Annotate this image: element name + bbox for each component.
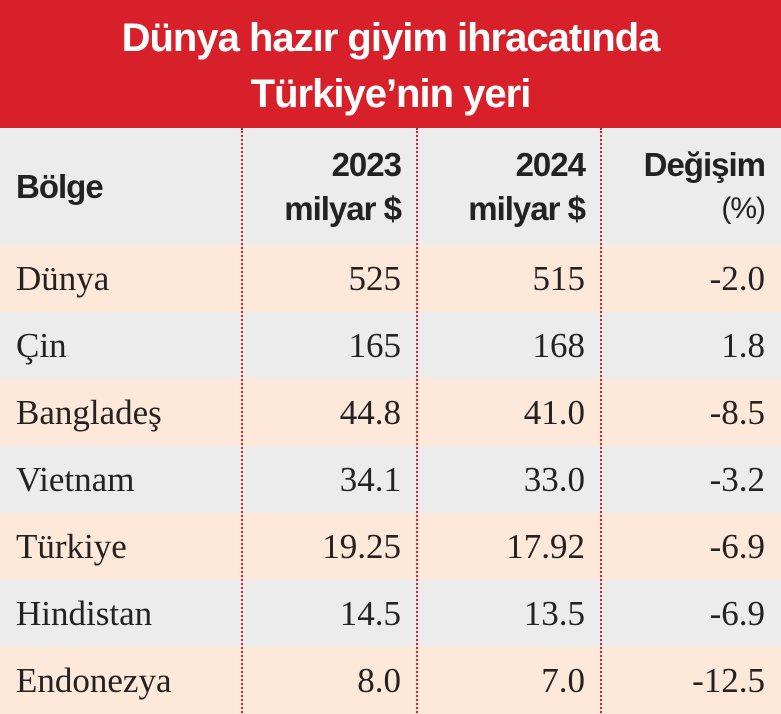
- table-cell: Çin: [16, 325, 67, 365]
- column-header: 2023 milyar $: [242, 128, 417, 245]
- table-cell: -3.2: [709, 459, 765, 499]
- table-cell: 13.5: [523, 593, 585, 633]
- table-cell: Dünya: [16, 258, 110, 298]
- table-row: Endonezya 8.0 7.0 -12.5: [0, 647, 781, 714]
- table-cell: 41.0: [523, 392, 585, 432]
- table-cell: -6.9: [709, 593, 765, 633]
- title-line: Dünya hazır giyim ihracatında: [121, 16, 661, 60]
- table-cell: Bangladeş: [16, 392, 162, 432]
- header-line: milyar $: [284, 189, 402, 227]
- column-header: Değişim (%): [601, 128, 781, 245]
- table-cell: 1.8: [721, 325, 765, 365]
- title-line: Türkiye’nin yeri: [250, 72, 532, 116]
- table-cell: 525: [348, 258, 402, 298]
- table-cell: -6.9: [709, 526, 765, 566]
- table-row: Vietnam 34.1 33.0 -3.2: [0, 446, 781, 513]
- table-row: Hindistan 14.5 13.5 -6.9: [0, 580, 781, 647]
- table-row: Dünya 525 515 -2.0: [0, 245, 781, 312]
- table-row: Bangladeş 44.8 41.0 -8.5: [0, 379, 781, 446]
- column-divider: [241, 128, 243, 713]
- table-cell: -2.0: [709, 258, 765, 298]
- title-band: Dünya hazır giyim ihracatında Türkiye’ni…: [0, 0, 781, 128]
- table-cell: -8.5: [709, 392, 765, 432]
- table-row: Çin 165 168 1.8: [0, 312, 781, 379]
- table-cell: 33.0: [523, 459, 585, 499]
- table-cell: 7.0: [541, 660, 585, 700]
- column-divider: [416, 128, 418, 713]
- table-cell: 165: [348, 325, 402, 365]
- header-row: Bölge 2023 milyar $ 2024 milyar $ Değişim (%): [0, 128, 781, 245]
- table-cell: 17.92: [506, 526, 585, 566]
- table-cell: 44.8: [339, 392, 401, 432]
- table-cell: Endonezya: [16, 660, 172, 700]
- column-header: Bölge: [0, 128, 242, 245]
- table-cell: -12.5: [692, 660, 765, 700]
- table-cell: 515: [532, 258, 586, 298]
- table-cell: 168: [532, 325, 586, 365]
- table-cell: Vietnam: [16, 459, 135, 499]
- column-divider: [600, 128, 602, 713]
- table-row: Türkiye 19.25 17.92 -6.9: [0, 513, 781, 580]
- header-line: Değişim: [643, 145, 766, 183]
- header-line: milyar $: [468, 189, 586, 227]
- header-line: 2023: [331, 145, 402, 183]
- table-cell: 14.5: [339, 593, 401, 633]
- header-line: 2024: [515, 145, 586, 183]
- header-line: Bölge: [16, 167, 104, 205]
- table-cell: Hindistan: [16, 593, 153, 633]
- header-line: (%): [721, 191, 766, 225]
- table-cell: 19.25: [322, 526, 401, 566]
- column-header: 2024 milyar $: [417, 128, 601, 245]
- table-cell: Türkiye: [16, 526, 127, 566]
- table-cell: 8.0: [357, 660, 401, 700]
- table-cell: 34.1: [339, 459, 401, 499]
